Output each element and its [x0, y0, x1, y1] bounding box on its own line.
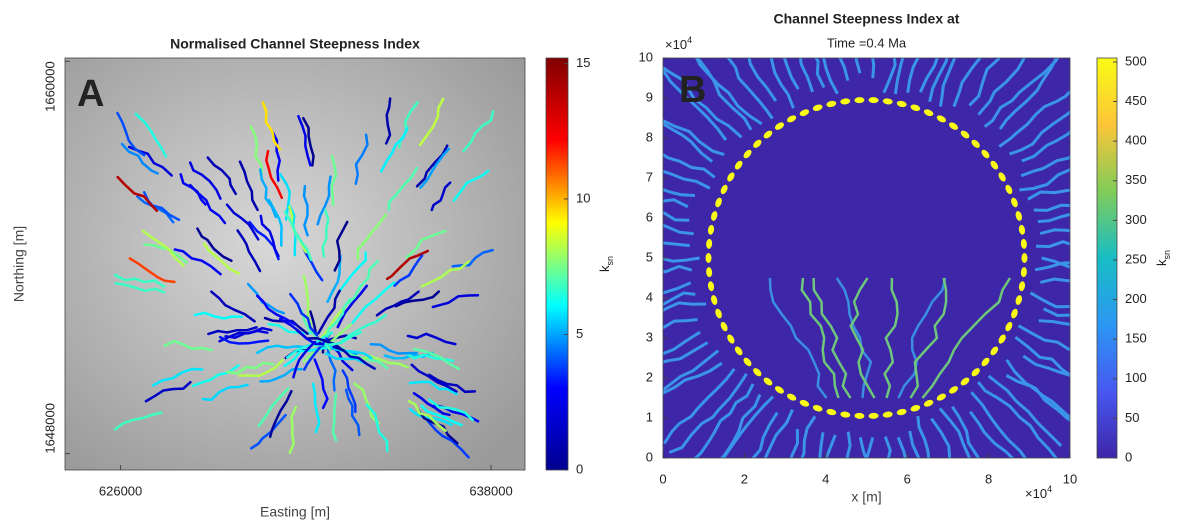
x-axis-label: Easting [m] — [260, 504, 330, 520]
raster-map — [580, 0, 1154, 524]
colorbar-tick-label: 250 — [1125, 251, 1147, 266]
y-tick-label: 1648000 — [42, 403, 57, 454]
colorbar-tick-label: 500 — [1125, 53, 1147, 68]
y-tick-label: 7 — [646, 169, 653, 184]
y-tick-label: 2 — [646, 369, 653, 384]
colorbar-tick-label: 5 — [576, 326, 583, 341]
colorbar-tick-label: 15 — [576, 55, 590, 70]
hillshade-map — [65, 58, 525, 470]
x-axis-label: x [m] — [851, 489, 881, 505]
y-tick-label: 6 — [646, 209, 653, 224]
colorbar-tick-label: 150 — [1125, 331, 1147, 346]
x-multiplier-exp: 4 — [1047, 484, 1052, 494]
colorbar-tick-label: 100 — [1125, 370, 1147, 385]
y-tick-label: 1 — [646, 409, 653, 424]
x-tick-label: 10 — [1063, 471, 1077, 486]
y-tick-label: 4 — [646, 289, 653, 304]
knickpoint — [706, 253, 712, 263]
colorbar — [1097, 58, 1117, 458]
colorbar-label: ksn — [597, 256, 615, 272]
colorbar-label: ksn — [1154, 250, 1172, 266]
panel-label: A — [77, 73, 104, 115]
colorbar-tick-label: 50 — [1125, 410, 1139, 425]
colorbar-tick-label: 300 — [1125, 212, 1147, 227]
chart-title: Channel Steepness Index at — [774, 11, 960, 27]
colorbar — [546, 58, 568, 470]
y-axis-label: Northing [m] — [11, 226, 27, 302]
colorbar-tick-label: 400 — [1125, 133, 1147, 148]
x-multiplier-base: ×10 — [1025, 486, 1047, 501]
y-multiplier-base: ×10 — [665, 37, 687, 52]
colorbar-label-sub: sn — [605, 256, 615, 266]
chart-subtitle: Time =0.4 Ma — [827, 35, 907, 50]
chart-title: Normalised Channel Steepness Index — [170, 36, 420, 52]
colorbar-tick-label: 0 — [576, 461, 583, 476]
colorbar-tick-label: 200 — [1125, 291, 1147, 306]
x-multiplier: ×104 — [1025, 484, 1052, 501]
y-multiplier-exp: 4 — [687, 35, 692, 45]
y-tick-label: 1660000 — [42, 61, 57, 112]
figure: 051015ksnANormalised Channel Steepness I… — [0, 0, 1180, 524]
x-tick-label: 8 — [985, 471, 992, 486]
y-tick-label: 9 — [646, 89, 653, 104]
colorbar-tick-label: 10 — [576, 190, 590, 205]
x-tick-label: 638000 — [469, 483, 512, 498]
panel-label: B — [679, 69, 706, 111]
y-tick-label: 3 — [646, 329, 653, 344]
page: 051015ksnANormalised Channel Steepness I… — [0, 0, 1180, 529]
colorbar-tick-label: 0 — [1125, 449, 1132, 464]
y-tick-label: 5 — [646, 249, 653, 264]
y-tick-label: 8 — [646, 129, 653, 144]
y-tick-label: 10 — [639, 49, 653, 64]
x-tick-label: 0 — [659, 471, 666, 486]
colorbar-tick-label: 450 — [1125, 93, 1147, 108]
y-multiplier: ×104 — [665, 35, 692, 52]
x-tick-label: 4 — [822, 471, 829, 486]
colorbar-tick-label: 350 — [1125, 172, 1147, 187]
knickpoint — [1022, 253, 1028, 263]
y-tick-label: 0 — [646, 449, 653, 464]
x-tick-label: 6 — [904, 471, 911, 486]
x-tick-label: 626000 — [99, 483, 142, 498]
colorbar-label-sub: sn — [1162, 250, 1172, 260]
x-tick-label: 2 — [741, 471, 748, 486]
